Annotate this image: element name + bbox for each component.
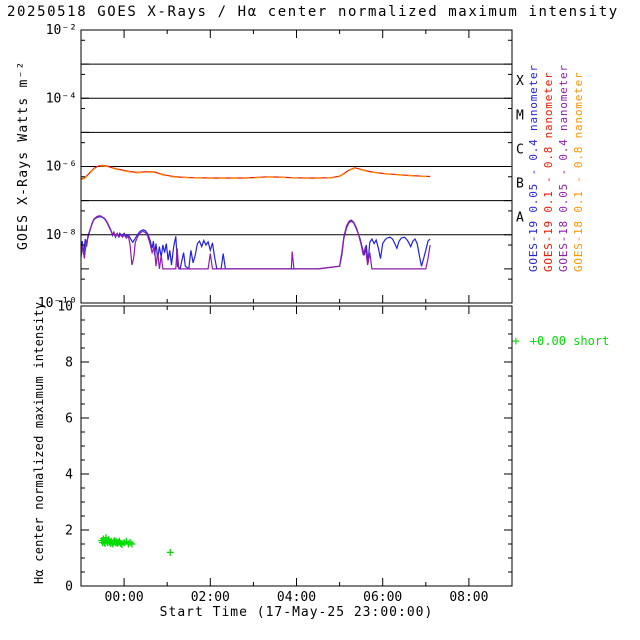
- ytick-label-goes: 10⁻⁸: [46, 228, 77, 243]
- x-axis-title: Start Time (17-May-25 23:00:00): [159, 605, 434, 620]
- halpha-legend-label: +0.00 short: [529, 334, 610, 348]
- ytick-label-halpha: 2: [65, 524, 73, 539]
- flare-class-C: C: [516, 142, 524, 157]
- ytick-label-goes: 10⁻⁶: [46, 160, 77, 175]
- ytick-label-halpha: 10: [57, 300, 73, 315]
- ytick-label-halpha: 0: [65, 580, 73, 595]
- ytick-label-halpha: 6: [65, 412, 73, 427]
- ytick-label-goes: 10⁻⁴: [46, 91, 77, 106]
- curve-goes-19-0-1-0-8-nanometer: [80, 164, 431, 180]
- bottom-panel-frame: [80, 305, 513, 587]
- xtick-label: 00:00: [105, 590, 144, 605]
- halpha-legend: + +0.00 short: [512, 334, 609, 349]
- h-alpha-markers: [98, 534, 174, 556]
- xtick-label: 04:00: [277, 590, 316, 605]
- flare-class-A: A: [516, 211, 524, 226]
- ytick-label-goes: 10⁻²: [46, 23, 77, 38]
- curve-goes-18-0-1-0-8-nanometer: [80, 165, 431, 181]
- flare-class-B: B: [516, 177, 524, 192]
- xtick-label: 06:00: [363, 590, 402, 605]
- ytick-label-halpha: 8: [65, 356, 73, 371]
- ytick-label-goes: 10⁻¹⁰: [38, 296, 77, 311]
- ytick-label-halpha: 4: [65, 468, 73, 483]
- plus-marker-icon: +: [512, 334, 520, 349]
- flare-class-X: X: [516, 74, 524, 89]
- xtick-label: 02:00: [191, 590, 230, 605]
- curve-goes-18-0-05-0-4-nanometer: [80, 215, 431, 270]
- chart-title: 20250518 GOES X-Rays / Hα center normali…: [7, 4, 619, 20]
- xtick-label: 08:00: [449, 590, 488, 605]
- flare-class-M: M: [516, 108, 524, 123]
